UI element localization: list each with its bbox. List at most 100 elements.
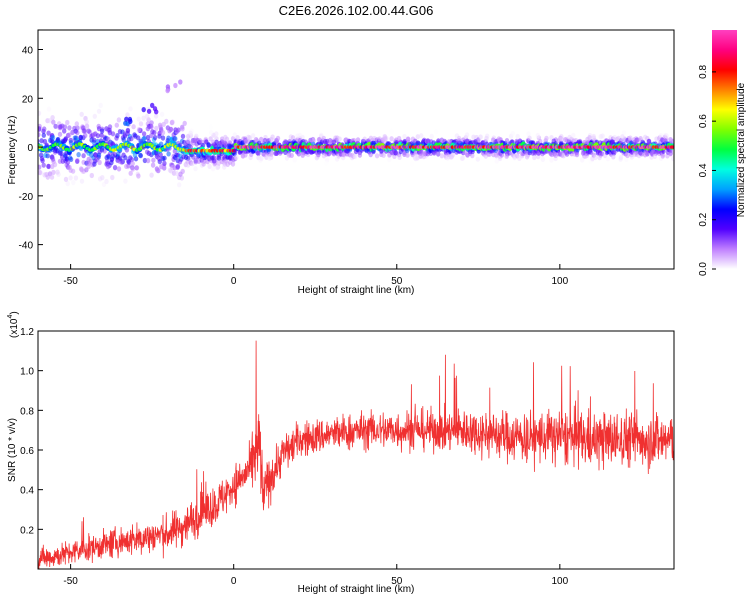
spectrogram-cell	[194, 133, 199, 139]
spectrogram-cell	[419, 133, 424, 139]
spectrogram-cell	[652, 153, 657, 159]
colorbar: 0.0 0.2 0.4 0.6 0.8 Normalized spectral ampl…	[698, 30, 747, 276]
spectrogram-feature-cell	[146, 108, 152, 114]
spectrogram-cell	[128, 106, 133, 112]
spectrogram-cell	[57, 131, 63, 137]
spectrogram-cell	[357, 152, 363, 158]
spectrogram-cell	[92, 113, 98, 119]
spectrogram-cell	[574, 152, 580, 158]
spectrogram-cell	[415, 134, 420, 140]
spectrogram-cell	[289, 152, 294, 158]
spectrogram-cell	[50, 156, 56, 162]
spectrogram-cell	[38, 110, 42, 116]
snr-xtick-label: 50	[391, 576, 403, 587]
svg-text:(x104): (x104)	[7, 311, 20, 338]
spectrogram-cell	[46, 163, 51, 169]
spectrogram-cell	[141, 115, 146, 121]
spectrogram-cell	[605, 156, 611, 162]
spectrogram-cell	[515, 133, 520, 140]
spectrogram-cell	[352, 154, 358, 160]
snr-scale-exponent: 4	[7, 315, 14, 319]
spectrogram-cell	[99, 132, 104, 138]
spectrogram-cell	[355, 137, 361, 143]
spectrogram-cell	[53, 123, 58, 129]
snr-ytick-label: 0.6	[20, 446, 34, 457]
spectrogram-cell	[228, 154, 233, 160]
snr-xtick-label: 0	[231, 576, 237, 587]
spectrogram-cell	[182, 120, 187, 126]
spectrogram-cell	[98, 102, 103, 108]
spectrogram-cell	[164, 118, 169, 124]
spectrogram-cell	[97, 159, 102, 166]
spectrogram-cell	[269, 151, 274, 157]
spectrogram-cells	[38, 79, 674, 188]
spectrogram-cell	[405, 152, 410, 158]
spectrogram-cell	[496, 136, 502, 142]
spectrogram-cell	[208, 136, 213, 142]
spectrogram-cell	[210, 166, 216, 172]
spectrogram-cell	[124, 147, 130, 153]
spectrogram-cell	[208, 124, 213, 130]
spectrogram-cell	[70, 168, 76, 174]
spectrogram-cell	[84, 123, 90, 129]
spectrogram-cell	[83, 132, 88, 139]
spectrogram-cell	[138, 152, 143, 158]
spectrogram-cell	[63, 176, 69, 182]
spectrogram-cell	[284, 155, 290, 161]
spectrogram-cell	[425, 138, 430, 144]
spectrogram-cell	[571, 132, 576, 138]
spectrogram-cell	[153, 113, 159, 119]
spectrogram-cell	[50, 115, 55, 121]
spectrogram-cell	[621, 130, 627, 136]
spectrogram-cell	[160, 135, 166, 141]
spectrogram-cell	[439, 153, 445, 159]
spectrogram-cell	[535, 132, 540, 139]
spectrogram-cell	[92, 161, 97, 167]
spectrogram-cell	[39, 138, 44, 144]
spectrogram-cell	[660, 153, 665, 159]
spectrogram-cell	[136, 173, 141, 179]
spectrogram-cell	[81, 128, 87, 134]
spectrogram-cell	[95, 133, 101, 139]
spectrogram-cell	[383, 136, 388, 142]
spectrogram-cell	[67, 132, 72, 138]
colorbar-gradient	[712, 30, 737, 269]
spectrogram-cell	[84, 119, 89, 125]
spectrogram-cell	[141, 131, 147, 137]
spectrogram-cell	[131, 124, 136, 130]
spectrogram-cell	[105, 158, 110, 165]
spectrogram-cell	[38, 126, 42, 132]
spectrogram-cell	[470, 148, 475, 155]
spectrogram-cell	[138, 121, 144, 127]
spectrogram-cell	[267, 155, 272, 161]
spectrogram-cell	[114, 122, 120, 128]
spectrogram-cell	[110, 131, 116, 137]
spectrogram-cell	[142, 157, 148, 164]
spectrogram-cell	[671, 155, 674, 162]
spectrogram-cell	[67, 125, 72, 131]
spectrogram-cell	[635, 137, 640, 143]
spectrogram-cell	[517, 155, 522, 161]
spectrogram-cell	[193, 166, 198, 172]
spectrogram-cell	[638, 136, 643, 142]
spectrogram-cell	[389, 128, 394, 134]
spectrogram-cell	[316, 152, 321, 158]
spectrogram-ylabel: Frequency (Hz)	[7, 116, 18, 185]
spectrogram-cell	[109, 156, 115, 162]
spectrogram-cell	[450, 152, 455, 158]
spectrogram-cell	[207, 163, 212, 169]
spectrogram-cell	[65, 119, 70, 126]
spectrogram-cell	[227, 143, 232, 149]
spectrogram-cell	[275, 135, 281, 141]
spectrogram-cell	[178, 153, 183, 159]
figure-title: C2E6.2026.102.00.44.G06	[279, 3, 434, 18]
spectrogram-cell	[149, 172, 154, 178]
spectrogram-cell	[45, 153, 50, 159]
spectrogram-cell	[259, 136, 264, 142]
spectrogram-cell	[116, 166, 122, 172]
spectrogram-cell	[107, 127, 112, 133]
spectrogram-cell	[58, 124, 63, 130]
spectrogram-cell	[456, 138, 462, 144]
spectrogram-cell	[402, 134, 407, 140]
